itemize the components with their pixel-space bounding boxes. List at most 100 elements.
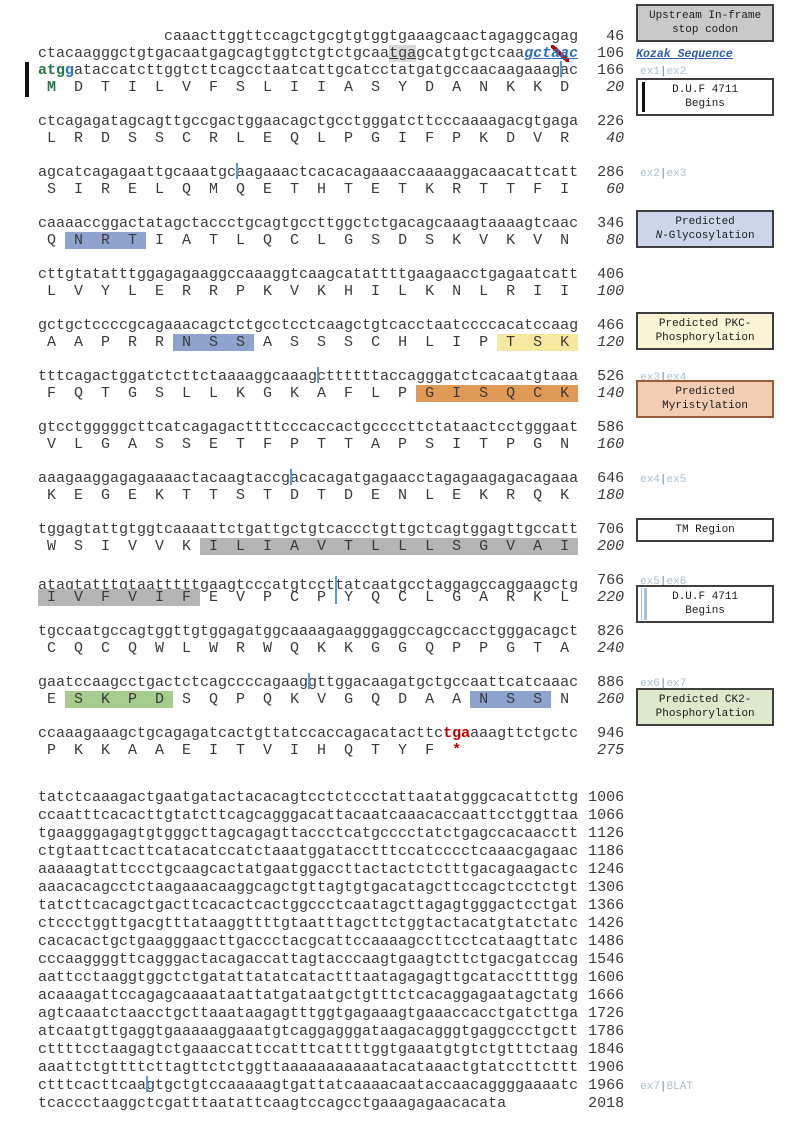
position-number: 275 xyxy=(597,742,625,759)
position-number: 766 xyxy=(597,572,625,589)
protein-line-220: I V F V I F E V P C P Y Q C L G A R K L … xyxy=(38,585,790,623)
nt-line-886: gaatccaagcctgactctcagccccagaaggttggacaag… xyxy=(38,673,790,693)
exon-boundary-ex2-ex3: ex2|ex3 xyxy=(640,168,687,180)
protein-sequence-text: L V Y L E R R P K V K H I L K N L R I I xyxy=(38,283,579,300)
position-number: 260 xyxy=(597,691,625,708)
nt-line-166: atggataccatcttggtcttcagcctaatcattgcatcct… xyxy=(25,61,790,97)
position-number: 40 xyxy=(606,130,625,147)
spacer-row xyxy=(38,453,790,470)
exon-boundary-line xyxy=(236,163,239,180)
position-number: 1486 xyxy=(588,933,625,950)
protein-sequence-text: A A P R R N S S A S S S C H L I P T S K xyxy=(38,334,579,351)
protein-line-260: E S K P D S Q P Q K V G Q D A A N S S N … xyxy=(38,688,790,726)
nucleotide-sequence-text: tatcttcacagctgacttcacactcactggccctcaatag… xyxy=(38,897,579,914)
nucleotide-sequence-text: gaatccaagcctgactctcagccccagaaggttggacaag… xyxy=(38,673,579,691)
exon-boundary-line xyxy=(317,367,320,384)
protein-sequence-text: E S K P D S Q P Q K V G Q D A A N S S N xyxy=(38,691,579,708)
protein-line-200: W S I V V K I L I A V T L L L S G V A I … xyxy=(38,538,790,555)
position-number: 1066 xyxy=(588,807,625,824)
position-number: 586 xyxy=(597,419,625,436)
position-number: 346 xyxy=(597,215,625,232)
position-number: 1126 xyxy=(588,825,625,842)
nucleotide-sequence-text: tgaagggagagtgtgggcttagcagagttaccctcatgcc… xyxy=(38,825,579,842)
nucleotide-sequence-text: caaacttggttccagctgcgtgtggtgaaagcaactagag… xyxy=(38,28,579,45)
nucleotide-sequence-text: ctccctggttgacgtttataaggttttgtaatttagcttc… xyxy=(38,915,579,932)
protein-sequence-text: F Q T G S L L K G K A F L P G I S Q C K xyxy=(38,385,579,402)
protein-line-275: P K K A A E I T V I H Q T Y F * 275 xyxy=(38,742,790,759)
utr-line-1006: tatctcaaagactgaatgatactacacagtcctctcccta… xyxy=(38,789,790,807)
nucleotide-sequence-text: tcaccctaaggctcgatttaatattcaagtccagcctgaa… xyxy=(38,1095,579,1112)
nt-line-406: cttgtatatttggagagaaggccaaaggtcaagcatattt… xyxy=(38,266,790,283)
position-number: 1966 xyxy=(588,1077,625,1094)
exon-boundary-ex7-blat: ex7|BLAT xyxy=(640,1081,693,1093)
position-number: 466 xyxy=(597,317,625,334)
annotation-cell: ex7|BLAT xyxy=(636,1077,790,1096)
position-number: 180 xyxy=(597,487,625,504)
utr-line-1126: tgaagggagagtgtgggcttagcagagttaccctcatgcc… xyxy=(38,825,790,843)
nucleotide-sequence-text: cacacactgctgaagggaacttgaccctacgcattccaaa… xyxy=(38,933,579,950)
utr-line-1666: acaaagattccagagcaaaataattatgataatgctgttt… xyxy=(38,987,790,1005)
position-number: 1546 xyxy=(588,951,625,968)
utr-line-1606: aattcctaaggtggctctgatattatatcatactttaata… xyxy=(38,969,790,987)
protein-sequence-text: P K K A A E I T V I H Q T Y F * xyxy=(38,742,471,759)
position-number: 2018 xyxy=(588,1095,625,1112)
annotation-cell: ex2|ex3 xyxy=(636,164,790,183)
protein-line-80: Q N R T I A T L Q C L G S D S K V K V N … xyxy=(38,232,790,249)
position-number: 140 xyxy=(597,385,625,402)
nt-line-466: gctgctccccgcagaaacagctctgcctcctcaagctgtc… xyxy=(38,312,790,350)
position-number: 1006 xyxy=(588,789,625,806)
nucleotide-sequence-text: ctgtaattcacttcatacatccatctaaatggataccttt… xyxy=(38,843,579,860)
exon-boundary-line xyxy=(308,673,311,690)
exon-boundary-line xyxy=(560,61,563,78)
nucleotide-sequence-text: atggataccatcttggtcttcagcctaatcattgcatcct… xyxy=(38,61,579,79)
nucleotide-sequence-text: cttttcctaagagtctgaaaccattccatttcattttggt… xyxy=(38,1041,579,1058)
position-number: 646 xyxy=(597,470,625,487)
annotation-cell: ex6|ex7 xyxy=(636,674,790,693)
utr-line-1366: tatcttcacagctgacttcacactcactggccctcaatag… xyxy=(38,897,790,915)
utr-line-2018: tcaccctaaggctcgatttaatattcaagtccagcctgaa… xyxy=(38,1095,790,1113)
nt-line-346: caaaaccggactatagctaccctgcagtgccttggctctg… xyxy=(38,210,790,248)
spacer-row xyxy=(38,657,790,674)
nucleotide-sequence-text: caaaaccggactatagctaccctgcagtgccttggctctg… xyxy=(38,215,579,232)
nucleotide-sequence-text: aattcctaaggtggctctgatattatatcatactttaata… xyxy=(38,969,579,986)
nt-line-826: tgccaatgccagtggttgtggagatggcaaaagaagggag… xyxy=(38,623,790,640)
exon-boundary-line xyxy=(290,469,293,486)
position-number: 160 xyxy=(597,436,625,453)
nucleotide-sequence-text: ctttcacttcaagtgctgtccaaaaagtgattatcaaaac… xyxy=(38,1076,579,1094)
position-number: 120 xyxy=(597,334,625,351)
annotation-box-tm-region: TM Region xyxy=(636,518,775,542)
position-number: 220 xyxy=(597,589,625,606)
annotation-box-pkc-phosphorylation: Predicted PKC- Phosphorylation xyxy=(636,312,775,350)
annotation-box-duf-4711-begins-1: D.U.F 4711 Begins xyxy=(636,78,775,116)
protein-sequence-text: L R D S S C R L E Q L P G I F P K D V R xyxy=(38,130,579,147)
nucleotide-sequence-text: aaaaagtattccctgcaagcactatgaatggaccttacta… xyxy=(38,861,579,878)
nt-line-946: ccaaagaaagctgcagagatcactgttatccaccagacat… xyxy=(38,725,790,742)
position-number: 240 xyxy=(597,640,625,657)
protein-line-60: S I R E L Q M Q E T H T E T K R T T F I … xyxy=(38,181,790,198)
position-number: 1306 xyxy=(588,879,625,896)
nucleotide-sequence-text: cttgtatatttggagagaaggccaaaggtcaagcatattt… xyxy=(38,266,579,283)
position-number: 1366 xyxy=(588,897,625,914)
position-number: 46 xyxy=(606,28,625,45)
position-number: 406 xyxy=(597,266,625,283)
annotation-cell: Kozak Sequence xyxy=(636,45,790,63)
position-number: 1846 xyxy=(588,1041,625,1058)
position-number: 1426 xyxy=(588,915,625,932)
utr-line-1306: aaacacagcctctaagaaacaaggcagctgttagtgtgac… xyxy=(38,879,790,897)
utr-line-1726: agtcaaatctaacctgcttaaataagagtttggtgagaaa… xyxy=(38,1005,790,1023)
protein-line-120: A A P R R N S S A S S S C H L I P T S K … xyxy=(38,334,790,351)
utr-line-1186: ctgtaattcacttcatacatccatctaaatggataccttt… xyxy=(38,843,790,861)
protein-line-240: C Q C Q W L W R W Q K K G G Q P P G T A … xyxy=(38,640,790,657)
protein-line-180: K E G E K T T S T D T D E N L E K R Q K … xyxy=(38,487,790,504)
protein-sequence-text: V L G A S S E T F P T T A P S I T P G N xyxy=(38,436,579,453)
nucleotide-sequence-text: ccaatttcacacttgtatcttcagcagggacattacaatc… xyxy=(38,807,579,824)
protein-sequence-text: C Q C Q W L W R W Q K K G G Q P P G T A xyxy=(38,640,579,657)
nt-line-46: caaacttggttccagctgcgtgtggtgaaagcaactagag… xyxy=(38,4,790,45)
annotation-box-ck2-phosphorylation: Predicted CK2- Phosphorylation xyxy=(636,688,775,726)
position-number: 1246 xyxy=(588,861,625,878)
nucleotide-sequence-text: aaattctgttttcttagttctctggttaaaaaaaaaaata… xyxy=(38,1059,579,1076)
position-number: 100 xyxy=(597,283,625,300)
nucleotide-sequence-text: aaacacagcctctaagaaacaaggcagctgttagtgtgac… xyxy=(38,879,579,896)
position-number: 826 xyxy=(597,623,625,640)
kozak-sequence-label[interactable]: Kozak Sequence xyxy=(636,48,733,61)
